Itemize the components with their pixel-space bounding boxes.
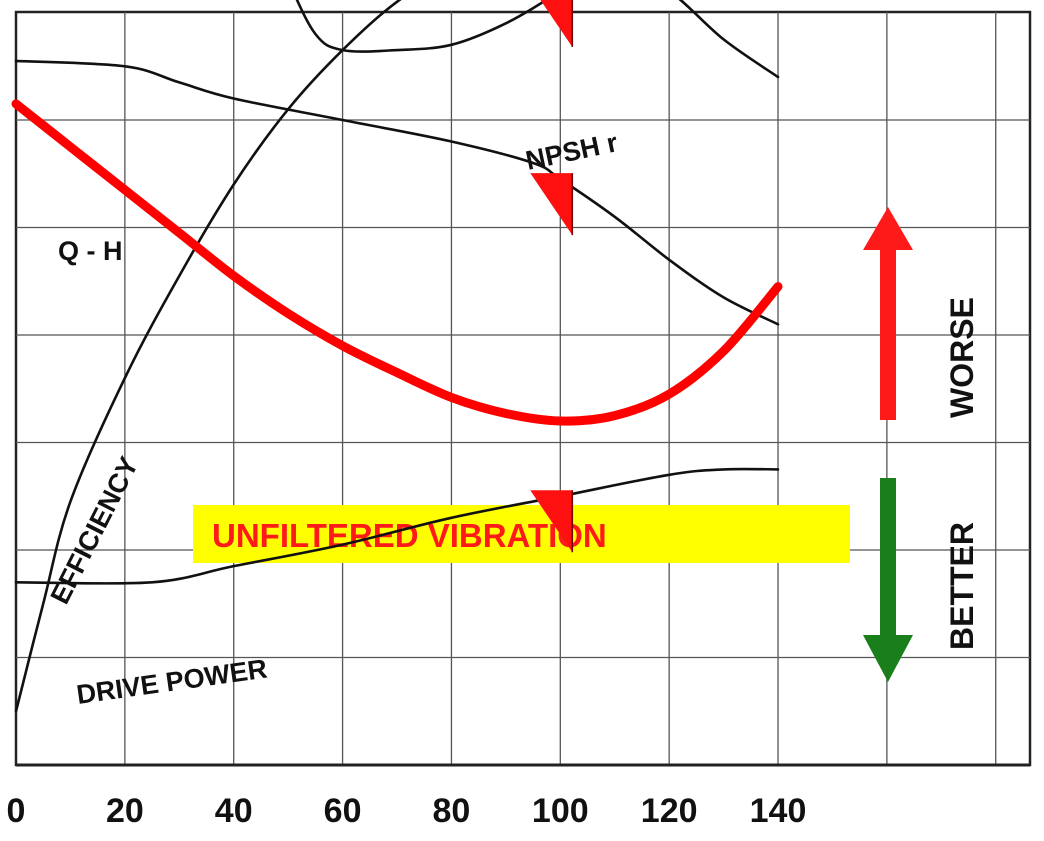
series-line-npsh-r (295, 0, 549, 53)
label-efficiency: EFFICIENCY (45, 452, 145, 609)
series-line-drive-power (14, 467, 780, 585)
direction-arrows: WORSE BETTER (863, 207, 980, 682)
operating-point-marker (540, 0, 573, 47)
x-tick-label: 20 (106, 792, 144, 830)
x-tick-label: 0 (7, 792, 26, 830)
operating-point-marker (530, 490, 573, 553)
operating-point-marker (530, 173, 573, 236)
better-label: BETTER (944, 522, 980, 650)
worse-label: WORSE (944, 297, 980, 418)
operating-point-markers (530, 0, 574, 553)
x-tick-label: 120 (641, 792, 698, 830)
chart-grid (14, 10, 1032, 767)
x-tick-label: 100 (532, 792, 589, 830)
series-line-unfiltered-vibration (11, 99, 783, 426)
label-npsh-r: NPSH r (523, 127, 621, 176)
x-tick-label: 60 (324, 792, 362, 830)
label-drive-power: DRIVE POWER (75, 654, 269, 710)
x-tick-label: 80 (433, 792, 471, 830)
x-axis-ticks: 0 20 40 60 80 100 120 140 (7, 792, 807, 830)
x-tick-label: 40 (215, 792, 253, 830)
series-lines (11, 0, 783, 713)
label-q-h: Q - H (58, 236, 123, 266)
series-line-efficiency (14, 0, 780, 713)
worse-arrow (863, 207, 913, 420)
banner-label: UNFILTERED VIBRATION (212, 517, 607, 554)
x-tick-label: 140 (750, 792, 807, 830)
series-line-q-h (14, 59, 780, 326)
better-arrow (863, 478, 913, 682)
